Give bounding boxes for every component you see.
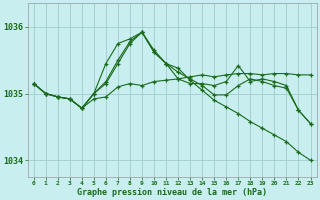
X-axis label: Graphe pression niveau de la mer (hPa): Graphe pression niveau de la mer (hPa) [77,188,267,197]
